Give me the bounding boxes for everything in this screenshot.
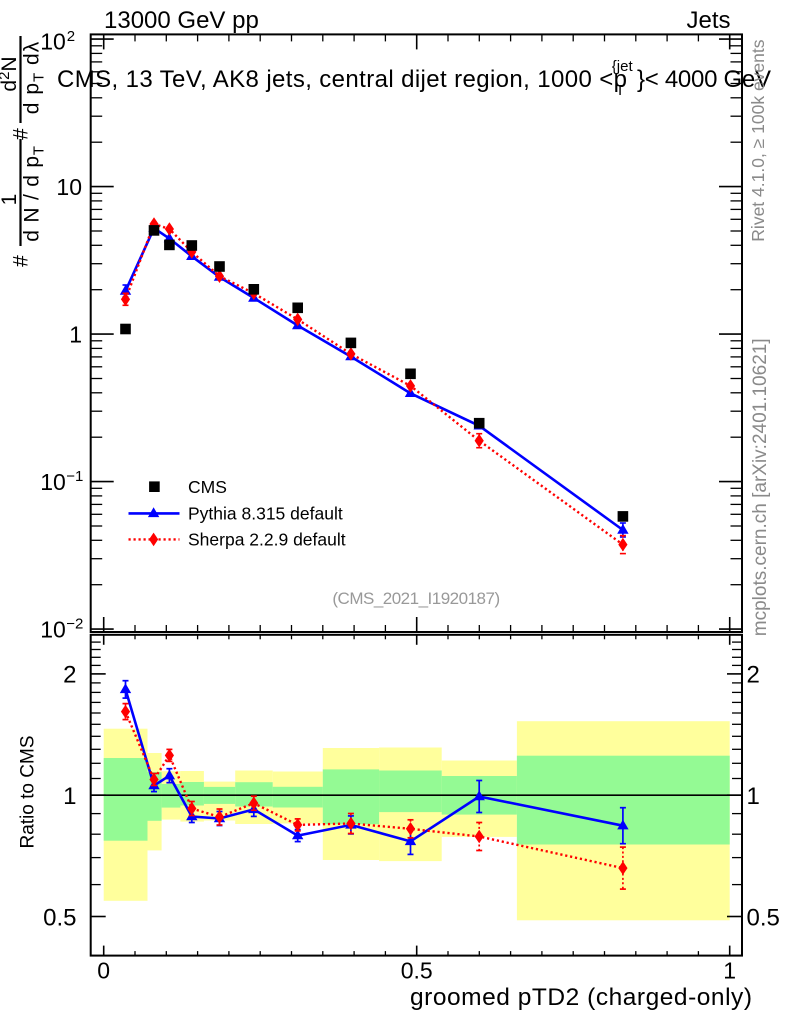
svg-text:2: 2: [63, 662, 76, 689]
svg-text:1: 1: [747, 783, 760, 810]
svg-text:d N / d pT: d N / d pT: [21, 145, 48, 242]
svg-text:0.5: 0.5: [401, 957, 433, 983]
svg-text:d pT dλ: d pT dλ: [21, 41, 48, 114]
svg-text:1: 1: [723, 957, 736, 983]
svg-text:2: 2: [67, 28, 75, 45]
svg-text:10: 10: [40, 469, 66, 495]
svg-text:10: 10: [40, 29, 66, 55]
svg-text:2: 2: [747, 662, 760, 689]
svg-text:13000 GeV pp: 13000 GeV pp: [104, 7, 259, 34]
svg-text:mcplots.cern.ch [arXiv:2401.10: mcplots.cern.ch [arXiv:2401.10621]: [750, 338, 771, 636]
svg-text:−2: −2: [66, 616, 83, 633]
svg-text:−1: −1: [66, 468, 83, 485]
svg-text:CMS, 13 TeV, AK8 jets, central: CMS, 13 TeV, AK8 jets, central dijet reg…: [57, 66, 627, 93]
svg-text:1: 1: [63, 783, 76, 810]
svg-text:10: 10: [40, 616, 66, 642]
svg-text:0.5: 0.5: [747, 904, 780, 931]
svg-text:Rivet 4.1.0, ≥ 100k events: Rivet 4.1.0, ≥ 100k events: [748, 39, 768, 241]
svg-text:1: 1: [69, 321, 82, 347]
svg-text:1: 1: [0, 194, 21, 206]
svg-text:CMS: CMS: [188, 477, 227, 497]
svg-text:0.5: 0.5: [43, 904, 76, 931]
svg-text:10: 10: [56, 174, 82, 200]
svg-text:d2N: d2N: [0, 56, 21, 91]
svg-text:#: #: [10, 255, 33, 267]
svg-text:{jet: {jet: [612, 58, 634, 75]
svg-text:Ratio to CMS: Ratio to CMS: [18, 736, 39, 849]
svg-text:T: T: [616, 82, 625, 99]
svg-text:#: #: [10, 128, 33, 140]
svg-text:0: 0: [97, 957, 110, 983]
svg-text:Jets: Jets: [686, 7, 730, 34]
svg-text:(CMS_2021_I1920187): (CMS_2021_I1920187): [332, 589, 499, 608]
svg-text:groomed pTD2 (charged-only): groomed pTD2 (charged-only): [410, 984, 752, 1011]
svg-text:}< 4000 GeV: }< 4000 GeV: [637, 66, 771, 93]
svg-text:Sherpa 2.2.9 default: Sherpa 2.2.9 default: [188, 530, 346, 550]
svg-text:Pythia 8.315 default: Pythia 8.315 default: [188, 504, 343, 524]
